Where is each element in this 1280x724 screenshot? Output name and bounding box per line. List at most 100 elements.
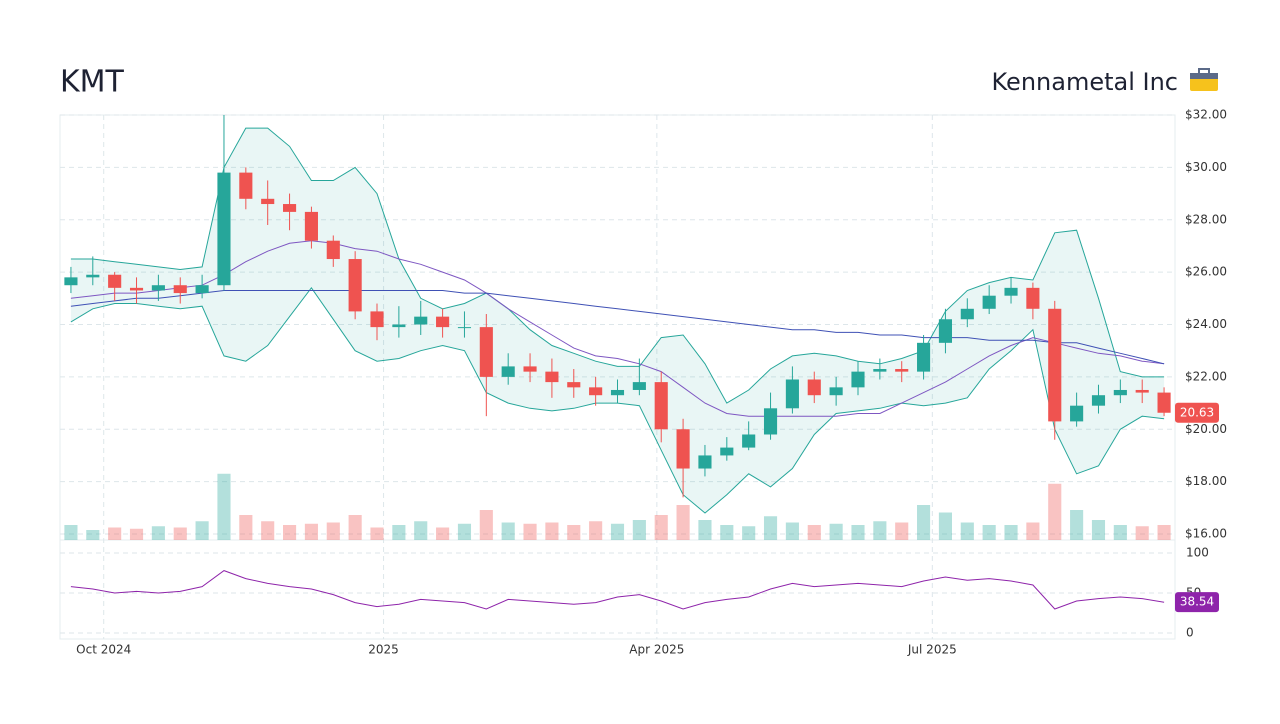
volume-bar (982, 525, 996, 540)
volume-bar (436, 527, 450, 540)
volume-bar (676, 505, 690, 540)
candle-body (108, 274, 122, 288)
volume-bar (567, 525, 581, 540)
candle-body (720, 447, 734, 456)
volume-bar (654, 515, 668, 540)
volume-bar (763, 516, 778, 540)
last-price-badge (1175, 402, 1219, 423)
y-tick-label: $18.00 (1185, 474, 1227, 488)
volume-bar (304, 523, 318, 540)
y-tick-label: $32.00 (1185, 108, 1227, 122)
candle-body (479, 327, 493, 377)
candle-body (938, 319, 952, 343)
candle-body (1135, 389, 1149, 393)
volume-bar (610, 523, 625, 540)
candle-body (261, 198, 275, 205)
volume-bar (108, 527, 122, 540)
rsi-tick-label: 100 (1186, 546, 1209, 560)
volume-bar (1026, 522, 1040, 540)
briefcase-icon (1190, 68, 1218, 91)
volume-bar (545, 522, 559, 540)
x-tick-label: Jul 2025 (907, 643, 957, 657)
volume-bar (938, 512, 952, 540)
candle-body (457, 327, 472, 329)
bollinger-lower (70, 286, 1165, 514)
candle-body (676, 429, 690, 469)
candle-body (304, 211, 318, 241)
candle-body (1026, 287, 1040, 309)
candle-body (1157, 392, 1171, 413)
candle-body (829, 387, 843, 396)
last-rsi-label: 38.54 (1180, 595, 1214, 609)
volume-bar (326, 522, 340, 540)
rsi-tick-label: 0 (1186, 626, 1194, 640)
volume-bar (348, 515, 362, 540)
last-price-label: 20.63 (1180, 405, 1214, 419)
volume-bar (589, 521, 603, 540)
y-tick-label: $22.00 (1185, 369, 1227, 383)
candle-body (1004, 287, 1018, 296)
y-tick-label: $16.00 (1185, 527, 1227, 541)
candle-body (895, 369, 909, 372)
candle-body (370, 311, 384, 328)
candle-body (807, 379, 821, 396)
volume-bar (501, 522, 515, 540)
candle-body (589, 387, 603, 396)
volume-bar (239, 515, 253, 540)
bollinger-band (70, 128, 1165, 513)
volume-bar (173, 527, 187, 540)
y-tick-label: $30.00 (1185, 160, 1227, 174)
y-tick-label: $20.00 (1185, 422, 1227, 436)
volume-bar (829, 523, 843, 540)
candle-body (414, 316, 428, 325)
candle-body (392, 324, 406, 328)
sma50-line (70, 240, 1165, 417)
x-tick-label: 2025 (368, 643, 399, 657)
candle-body (239, 172, 253, 199)
candle-body (1070, 405, 1084, 422)
volume-bar (1113, 525, 1127, 540)
volume-bar (917, 505, 931, 540)
volume-bar (1048, 483, 1062, 540)
volume-bar (807, 525, 821, 540)
volume-bar (1157, 525, 1171, 540)
candle-body (129, 287, 144, 291)
candle-body (785, 379, 799, 409)
volume-bar (479, 510, 493, 540)
volume-bar (217, 473, 231, 540)
candle-body (982, 295, 996, 309)
volume-bar (698, 520, 712, 540)
sma200-line (70, 290, 1165, 365)
volume-bar (720, 525, 734, 540)
bollinger-upper (70, 127, 1165, 404)
volume-bar (86, 530, 100, 540)
candle-body (545, 371, 559, 383)
candle-body (326, 240, 340, 260)
candle-body (917, 342, 931, 372)
y-tick-label: $26.00 (1185, 265, 1227, 279)
candle-body (763, 408, 778, 435)
candle-body (632, 382, 646, 390)
volume-bar (960, 522, 974, 540)
volume-bar (64, 525, 78, 540)
candle-body (151, 285, 165, 291)
volume-bar (1004, 525, 1018, 540)
candle-body (610, 389, 625, 396)
candle-body (217, 172, 231, 286)
volume-bar (742, 526, 756, 540)
volume-bar (785, 522, 799, 540)
volume-bar (195, 521, 209, 540)
candle-body (1091, 395, 1106, 406)
candle-body (86, 274, 100, 278)
volume-bar (632, 520, 646, 540)
volume-bar (873, 521, 887, 540)
candle-body (567, 382, 581, 388)
volume-bar (392, 525, 406, 540)
volume-bar (261, 521, 275, 540)
volume-bar (414, 521, 428, 540)
volume-bar (151, 526, 165, 540)
volume-bar (523, 523, 537, 540)
rsi-line (70, 570, 1165, 610)
volume-bar (129, 528, 144, 540)
volume-bar (895, 522, 909, 540)
